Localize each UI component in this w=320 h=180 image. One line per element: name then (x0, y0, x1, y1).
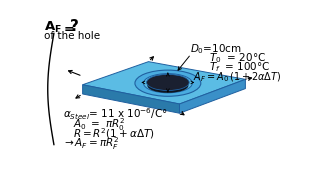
Polygon shape (83, 85, 180, 113)
Text: $R = R^2(1+\alpha\Delta T)$: $R = R^2(1+\alpha\Delta T)$ (73, 127, 154, 141)
Text: $\bf{=}$: $\bf{=}$ (61, 21, 75, 34)
Ellipse shape (147, 74, 189, 91)
Text: $A_0\ =\ \pi R_0^2$: $A_0\ =\ \pi R_0^2$ (73, 116, 125, 133)
Ellipse shape (143, 74, 192, 93)
Text: $\bf{A_F}$: $\bf{A_F}$ (44, 20, 62, 35)
Text: $T_f$  = 100°C: $T_f$ = 100°C (209, 60, 270, 74)
Text: $T_0$  = 20°C: $T_0$ = 20°C (209, 52, 266, 66)
Text: $\rightarrow$$A_F = \pi R_F^2$: $\rightarrow$$A_F = \pi R_F^2$ (62, 135, 119, 152)
Text: of the hole: of the hole (44, 31, 100, 41)
Text: $A_F = A_0\,(1+2\alpha\Delta T)$: $A_F = A_0\,(1+2\alpha\Delta T)$ (194, 70, 282, 84)
Polygon shape (83, 62, 245, 104)
Text: $D_0$=10cm: $D_0$=10cm (189, 42, 241, 56)
Polygon shape (180, 79, 245, 113)
Ellipse shape (147, 78, 188, 93)
Text: $\bf{?}$: $\bf{?}$ (69, 18, 78, 34)
Ellipse shape (135, 70, 201, 96)
Text: $\alpha_{Steel}$= 11 x $10^{-6}$/C°: $\alpha_{Steel}$= 11 x $10^{-6}$/C° (63, 106, 168, 122)
